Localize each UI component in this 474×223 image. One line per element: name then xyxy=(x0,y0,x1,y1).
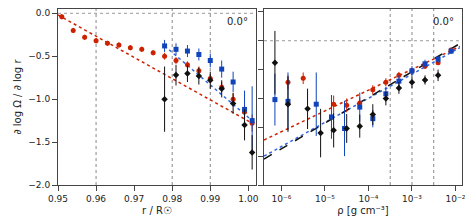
svg-text:−0.5: −0.5 xyxy=(28,51,50,61)
svg-text:1.00: 1.00 xyxy=(238,194,258,204)
svg-text:−1.0: −1.0 xyxy=(28,94,50,104)
svg-text:0.0°: 0.0° xyxy=(227,16,248,27)
svg-text:10⁻⁶: 10⁻⁶ xyxy=(272,194,292,204)
svg-text:r / R☉: r / R☉ xyxy=(142,205,172,216)
svg-text:10⁻⁴: 10⁻⁴ xyxy=(359,194,379,204)
svg-text:0.96: 0.96 xyxy=(86,194,106,204)
svg-text:10⁻²: 10⁻² xyxy=(446,194,466,204)
svg-text:10⁻⁵: 10⁻⁵ xyxy=(315,194,335,204)
svg-text:−2.0: −2.0 xyxy=(28,180,50,190)
svg-text:0.0: 0.0 xyxy=(36,8,51,18)
svg-text:∂ log Ω / ∂ log r: ∂ log Ω / ∂ log r xyxy=(12,59,23,135)
svg-text:0.0°: 0.0° xyxy=(433,16,454,27)
svg-text:0.98: 0.98 xyxy=(162,194,182,204)
svg-text:0.99: 0.99 xyxy=(200,194,220,204)
svg-text:0.97: 0.97 xyxy=(124,194,144,204)
svg-text:ρ [g cm⁻³]: ρ [g cm⁻³] xyxy=(337,205,388,216)
svg-text:10⁻³: 10⁻³ xyxy=(402,194,422,204)
svg-text:0.95: 0.95 xyxy=(48,194,68,204)
svg-text:−1.5: −1.5 xyxy=(28,137,50,147)
